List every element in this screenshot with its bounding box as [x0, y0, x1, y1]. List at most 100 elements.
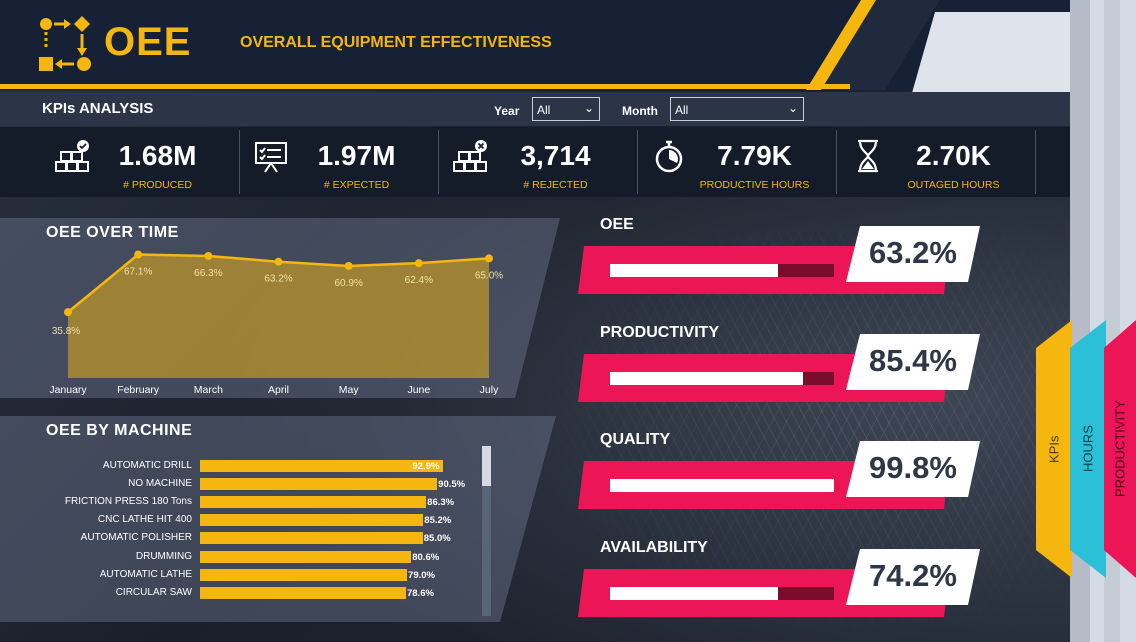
kpi-row: [0, 127, 1070, 197]
stopwatch-icon: [655, 140, 683, 173]
metric-title: QUALITY: [600, 431, 671, 448]
boxes-x-icon: [453, 140, 487, 172]
data-label: 66.3%: [194, 268, 222, 279]
data-label: 65.0%: [475, 270, 503, 281]
metric-progress-track: [610, 587, 834, 600]
metric-value: 85.4%: [846, 334, 980, 390]
metric-card-quality: QUALITY 99.8%: [578, 431, 980, 543]
kpi-label: # EXPECTED: [323, 179, 390, 191]
metric-value: 63.2%: [846, 226, 980, 282]
metric-progress-track: [610, 264, 834, 277]
x-tick-label: April: [268, 384, 289, 396]
machine-list-scrollbar[interactable]: [482, 446, 491, 616]
header-accent-stripe: [0, 84, 850, 89]
data-label: 63.2%: [264, 274, 292, 285]
oee-over-time-chart: 35.8% January 67.1% February 66.3% March 63.2%…: [49, 250, 503, 396]
metric-card-productivity: PRODUCTIVITY 85.4%: [578, 324, 980, 436]
chevron-down-icon: ⌄: [583, 101, 594, 115]
kpi-card-productive-hours: 7.79K PRODUCTIVE HOURS: [639, 130, 837, 194]
data-label: 62.4%: [405, 275, 433, 286]
app-subtitle: OVERALL EQUIPMENT EFFECTIVENESS: [240, 34, 552, 51]
machine-bar[interactable]: 92.9%: [200, 460, 444, 472]
metric-title: OEE: [600, 216, 634, 233]
side-tab-productivity[interactable]: PRODUCTIVITY: [1104, 320, 1136, 578]
metric-progress-fill: [610, 479, 834, 492]
machine-bar[interactable]: 86.3%: [200, 496, 454, 509]
metric-progress-fill: [610, 264, 778, 277]
bar-value-label: 80.6%: [412, 551, 440, 563]
machine-bar[interactable]: 80.6%: [200, 550, 439, 563]
scrollbar-thumb[interactable]: [482, 446, 491, 486]
chevron-down-icon: ⌄: [787, 101, 798, 115]
kpi-card-outaged-hours: 2.70K OUTAGED HOURS: [838, 130, 1036, 194]
side-tab-label: PRODUCTIVITY: [1112, 400, 1128, 498]
side-tab-kpis[interactable]: KPIs: [1036, 320, 1072, 578]
side-tab-label: KPIs: [1046, 435, 1062, 463]
oee-over-time-title: OEE OVER TIME: [46, 224, 179, 241]
side-tab-hours[interactable]: HOURS: [1070, 320, 1106, 578]
year-dropdown[interactable]: All ⌄: [532, 97, 600, 121]
metric-title: AVAILABILITY: [600, 539, 708, 556]
bar-category-label: AUTOMATIC DRILL: [102, 460, 192, 471]
hourglass-icon: [858, 139, 878, 173]
bar-value-label: 85.2%: [424, 515, 452, 527]
metric-card-oee: OEE 63.2%: [578, 216, 980, 328]
bar-category-label: CNC LATHE HIT 400: [97, 514, 192, 526]
kpi-value: 1.68M: [118, 140, 197, 171]
workflow-logo-icon: [39, 16, 91, 71]
bar-category-label: FRICTION PRESS 180 Tons: [64, 496, 192, 508]
kpi-value: 2.70K: [916, 140, 991, 171]
bar-category-label: AUTOMATIC LATHE: [99, 568, 192, 580]
data-point: [64, 308, 72, 317]
year-dropdown-value: All: [537, 103, 551, 117]
metric-value: 99.8%: [846, 441, 980, 497]
month-label: Month: [622, 104, 658, 118]
x-tick-label: May: [339, 384, 360, 396]
oee-by-machine-title: OEE BY MACHINE: [46, 422, 193, 439]
kpi-value: 1.97M: [317, 140, 396, 171]
area-fill: [68, 254, 489, 378]
x-tick-label: July: [480, 384, 499, 396]
side-tab-label: HOURS: [1080, 425, 1096, 473]
x-tick-label: March: [194, 384, 223, 396]
kpi-value: 3,714: [520, 140, 591, 171]
bar-value-label: 86.3%: [427, 497, 455, 509]
kpi-card-rejected: 3,714 # REJECTED: [440, 130, 638, 194]
bar-value-label: 90.5%: [438, 479, 466, 491]
bar-category-label: CIRCULAR SAW: [115, 586, 192, 598]
year-label: Year: [494, 104, 520, 118]
bar-category-label: DRUMMING: [135, 550, 192, 562]
kpi-label: OUTAGED HOURS: [907, 179, 1000, 191]
x-tick-label: January: [49, 384, 87, 396]
machine-bar[interactable]: 90.5%: [200, 478, 465, 491]
bar-value-label: 92.9%: [412, 461, 440, 472]
bar-value-label: 79.0%: [408, 569, 435, 581]
machine-bar[interactable]: 79.0%: [200, 568, 435, 581]
machine-bar[interactable]: 85.2%: [200, 514, 451, 527]
data-point: [485, 254, 493, 263]
x-tick-label: June: [407, 384, 430, 396]
kpi-card-expected: 1.97M # EXPECTED: [241, 130, 439, 194]
bar-value-label: 78.6%: [406, 587, 434, 599]
boxes-check-icon: [55, 140, 89, 172]
data-point: [274, 257, 283, 266]
machine-bar[interactable]: 78.6%: [200, 586, 434, 599]
month-dropdown-value: All: [675, 103, 689, 117]
metric-card-availability: AVAILABILITY 74.2%: [578, 539, 980, 642]
kpi-label: # REJECTED: [523, 179, 588, 191]
metric-title: PRODUCTIVITY: [600, 324, 720, 341]
presentation-board-icon: [255, 142, 287, 173]
data-label: 60.9%: [334, 278, 362, 289]
metric-progress-fill: [610, 372, 803, 385]
kpi-label: # PRODUCED: [123, 179, 192, 191]
data-point: [134, 250, 143, 259]
data-label: 35.8%: [52, 326, 80, 337]
kpi-card-produced: 1.68M # PRODUCED: [42, 130, 240, 194]
kpi-section-title: KPIs ANALYSIS: [42, 100, 154, 117]
machine-bar[interactable]: 85.0%: [200, 532, 451, 545]
bar-value-label: 85.0%: [423, 533, 451, 545]
metric-progress-track: [610, 372, 834, 385]
kpi-value: 7.79K: [717, 140, 792, 171]
month-dropdown[interactable]: All ⌄: [670, 97, 804, 121]
